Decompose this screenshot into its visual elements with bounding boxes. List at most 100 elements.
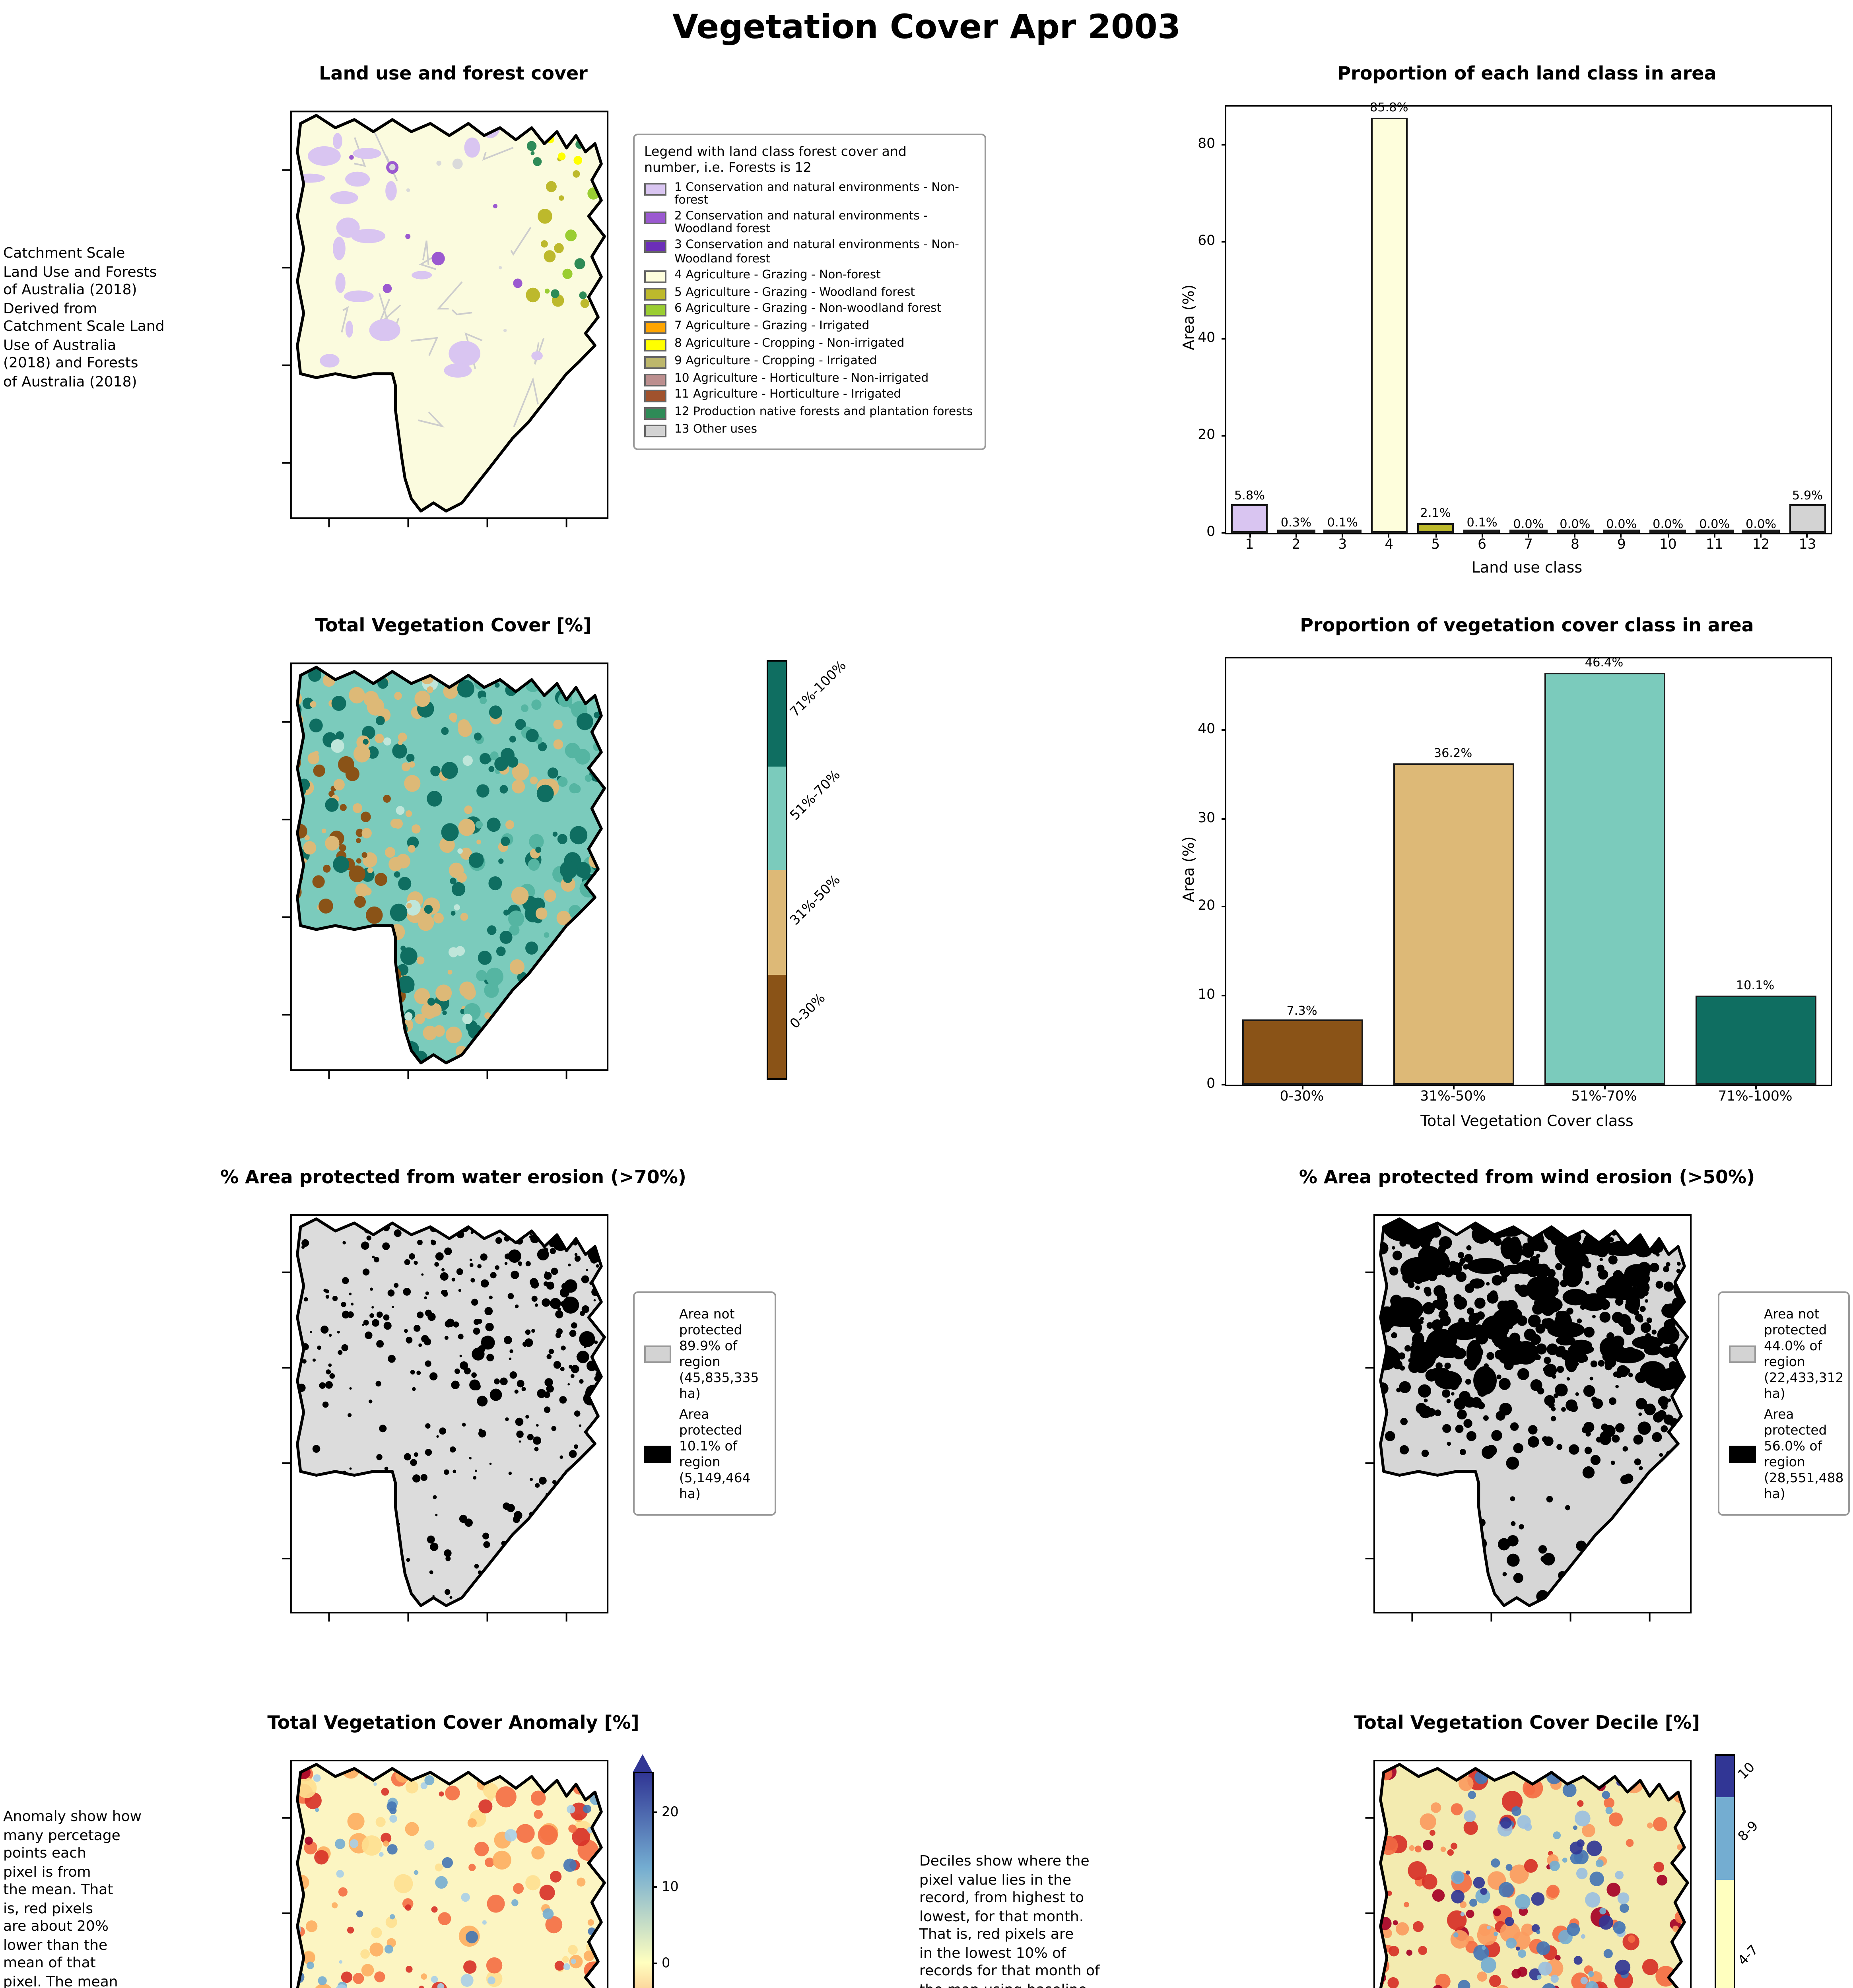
colorbar-label: 4-7	[1734, 1941, 1761, 1969]
x-tick-label: 51%-70%	[1571, 1089, 1637, 1105]
legend-item-label: 2 Conservation and natural environments …	[674, 208, 928, 236]
covclass-xlabel: Total Vegetation Cover class	[1420, 1113, 1634, 1131]
water-erosion-legend: Area not protected 89.9% of region (45,8…	[633, 1291, 776, 1516]
x-tick-label: 2	[1292, 538, 1301, 553]
legend-item-label: 11 Agriculture - Horticulture - Irrigate…	[674, 387, 901, 402]
landuse-map-svg	[282, 111, 609, 528]
x-tick-label: 6	[1478, 538, 1486, 553]
bar-value-label: 7.3%	[1286, 1003, 1317, 1017]
colorbar-tick	[652, 1887, 657, 1889]
colorbar-label: 10	[1734, 1759, 1758, 1782]
colorbar-segment	[1716, 1797, 1734, 1880]
vegcover-map	[278, 657, 620, 1083]
x-tick	[1603, 1085, 1605, 1089]
bar-value-label: 0.0%	[1560, 516, 1591, 530]
bar-value-label: 0.0%	[1653, 516, 1684, 530]
legend-item-label: 1 Conservation and natural environments …	[674, 179, 959, 207]
colorbar-label: 0-30%	[786, 990, 828, 1032]
bar-value-label: 0.0%	[1745, 516, 1777, 530]
x-tick	[1754, 1085, 1756, 1089]
x-tick	[1435, 533, 1437, 538]
y-tick-label: 40	[1198, 721, 1215, 738]
vegcover-map-title: Total Vegetation Cover [%]	[315, 614, 592, 636]
y-tick	[1221, 338, 1226, 340]
legend-swatch	[644, 304, 666, 317]
legend-item-8: 8 Agriculture - Cropping - Non-irrigated	[644, 336, 975, 351]
colorbar-tick-label: 0	[662, 1955, 670, 1971]
x-tick	[1528, 533, 1529, 538]
legend-swatch	[644, 1445, 671, 1462]
bar-4	[1370, 117, 1408, 533]
bar-value-label: 36.2%	[1433, 746, 1472, 761]
bar-0-30%	[1241, 1020, 1362, 1085]
y-tick-label: 40	[1198, 331, 1215, 347]
decile-map	[1362, 1754, 1703, 1988]
water_erosion-legend-item-2: Area protected 10.1% of region (5,149,46…	[644, 1406, 765, 1501]
colorbar-segment	[768, 766, 786, 870]
legend-swatch	[644, 321, 666, 334]
legend-swatch	[644, 270, 666, 283]
x-tick	[1667, 533, 1669, 538]
region-boundary	[296, 1763, 606, 1988]
x-tick	[1620, 533, 1622, 538]
x-tick-label: 4	[1385, 538, 1394, 553]
x-tick-label: 71%-100%	[1718, 1089, 1793, 1105]
wind-erosion-legend: Area not protected 44.0% of region (22,4…	[1718, 1291, 1850, 1516]
bar-value-label: 10.1%	[1736, 978, 1775, 993]
legend-item-label: 3 Conservation and natural environments …	[674, 237, 959, 265]
x-tick	[1760, 533, 1762, 538]
covclass-chart-title: Proportion of vegetation cover class in …	[1300, 614, 1754, 636]
y-tick-label: 80	[1198, 137, 1215, 153]
bar-11	[1696, 530, 1733, 533]
bar-value-label: 0.1%	[1327, 515, 1358, 530]
colorbar-segment	[768, 974, 786, 1078]
legend-item-12: 12 Production native forests and plantat…	[644, 405, 975, 420]
bar-value-label: 0.1%	[1466, 515, 1498, 530]
bar-value-label: 0.3%	[1280, 514, 1311, 529]
water-erosion-title: % Area protected from water erosion (>70…	[220, 1166, 686, 1188]
legend-item-label: 4 Agriculture - Grazing - Non-forest	[674, 267, 881, 282]
anomaly-map	[278, 1754, 620, 1988]
water-erosion-map	[278, 1209, 620, 1625]
region-boundary	[296, 1217, 606, 1607]
anomaly-map-svg	[282, 1760, 609, 1988]
x-tick	[1301, 1085, 1303, 1089]
bar-2	[1277, 530, 1315, 533]
landuse-legend: Legend with land class forest cover and …	[633, 134, 986, 450]
bar-51%-70%	[1544, 672, 1665, 1085]
anomaly-caption: Anomaly show how many percetage points e…	[3, 1810, 142, 1988]
x-tick-label: 7	[1524, 538, 1533, 553]
legend-swatch	[644, 212, 666, 225]
x-tick-label: 1	[1245, 538, 1254, 553]
legend-item-6: 6 Agriculture - Grazing - Non-woodland f…	[644, 301, 975, 317]
colorbar-tick	[652, 1963, 657, 1964]
wind_erosion-legend-item-1: Area not protected 44.0% of region (22,4…	[1729, 1306, 1843, 1401]
x-tick	[1295, 533, 1297, 538]
decile-caption: Deciles show where the pixel value lies …	[919, 1854, 1100, 1988]
y-tick	[1221, 532, 1226, 534]
colorbar-tick-label: 20	[662, 1803, 679, 1819]
bar-71%-100%	[1695, 995, 1816, 1085]
colorbar-segment	[768, 662, 786, 766]
colorbar-label: 31%-50%	[786, 871, 843, 928]
legend-swatch	[644, 182, 666, 195]
legend-item-label: Area not protected 44.0% of region (22,4…	[1764, 1306, 1844, 1401]
x-tick-label: 11	[1705, 538, 1723, 553]
wind-erosion-map	[1362, 1209, 1703, 1625]
legend-swatch	[644, 338, 666, 351]
x-tick-label: 3	[1338, 538, 1347, 553]
vegcover-map-svg	[282, 662, 609, 1079]
legend-item-5: 5 Agriculture - Grazing - Woodland fores…	[644, 284, 975, 300]
legend-item-1: 1 Conservation and natural environments …	[644, 179, 975, 207]
x-tick	[1452, 1085, 1454, 1089]
x-tick-label: 13	[1799, 538, 1816, 553]
x-tick	[1388, 533, 1390, 538]
colorbar-label: 71%-100%	[786, 656, 849, 720]
y-tick	[1221, 728, 1226, 730]
bar-31%-50%	[1393, 763, 1513, 1085]
bar-3	[1324, 530, 1361, 533]
x-tick	[1713, 533, 1715, 538]
legend-item-13: 13 Other uses	[644, 422, 975, 437]
